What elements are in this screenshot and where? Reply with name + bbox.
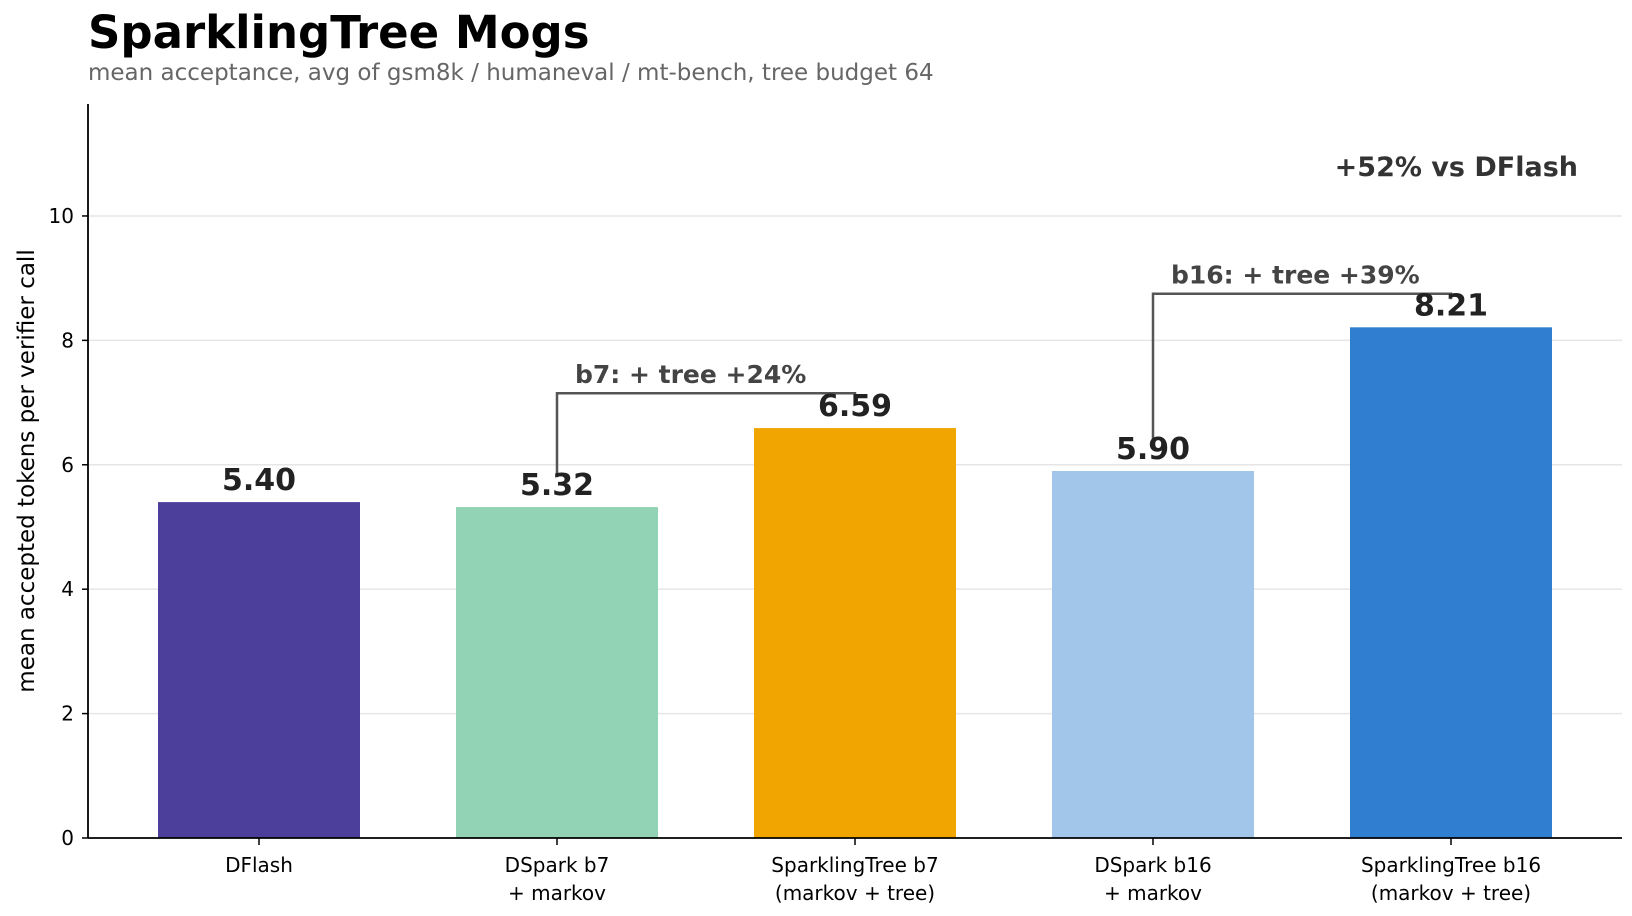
bar-value-label: 5.90 bbox=[1116, 432, 1190, 467]
y-tick-label: 6 bbox=[61, 453, 74, 477]
bar-value-label: 5.32 bbox=[520, 468, 594, 503]
x-tick-label: DSpark b7 + markov bbox=[505, 853, 610, 905]
y-tick-label: 10 bbox=[49, 204, 74, 228]
comparison-bracket bbox=[1151, 292, 1453, 441]
x-tick-label: DFlash bbox=[225, 853, 293, 877]
x-tick-label: SparklingTree b7 (markov + tree) bbox=[771, 853, 938, 905]
chart-title: SparklingTree Mogs bbox=[88, 6, 590, 59]
headline-annotation: +52% vs DFlash bbox=[1335, 152, 1578, 183]
x-tick-label: DSpark b16 + markov bbox=[1094, 853, 1211, 905]
y-axis-title: mean accepted tokens per verifier call bbox=[14, 249, 40, 692]
bar bbox=[1350, 327, 1552, 838]
y-tick-label: 8 bbox=[61, 328, 74, 352]
y-tick-label: 2 bbox=[61, 702, 74, 726]
y-tick-label: 0 bbox=[61, 826, 74, 850]
bar bbox=[456, 507, 658, 838]
bar-value-label: 5.40 bbox=[222, 463, 296, 498]
y-tick-label: 4 bbox=[61, 577, 74, 601]
comparison-bracket bbox=[555, 391, 857, 478]
x-tick-label: SparklingTree b16 (markov + tree) bbox=[1361, 853, 1541, 905]
chart-subtitle: mean acceptance, avg of gsm8k / humaneva… bbox=[88, 60, 934, 86]
bar-value-label: 6.59 bbox=[818, 389, 892, 424]
bar bbox=[1052, 471, 1254, 838]
bar-value-label: 8.21 bbox=[1414, 288, 1488, 323]
bracket-label: b16: + tree +39% bbox=[1171, 261, 1420, 290]
bar bbox=[158, 502, 360, 838]
bar bbox=[754, 428, 956, 838]
bracket-label: b7: + tree +24% bbox=[575, 360, 806, 389]
